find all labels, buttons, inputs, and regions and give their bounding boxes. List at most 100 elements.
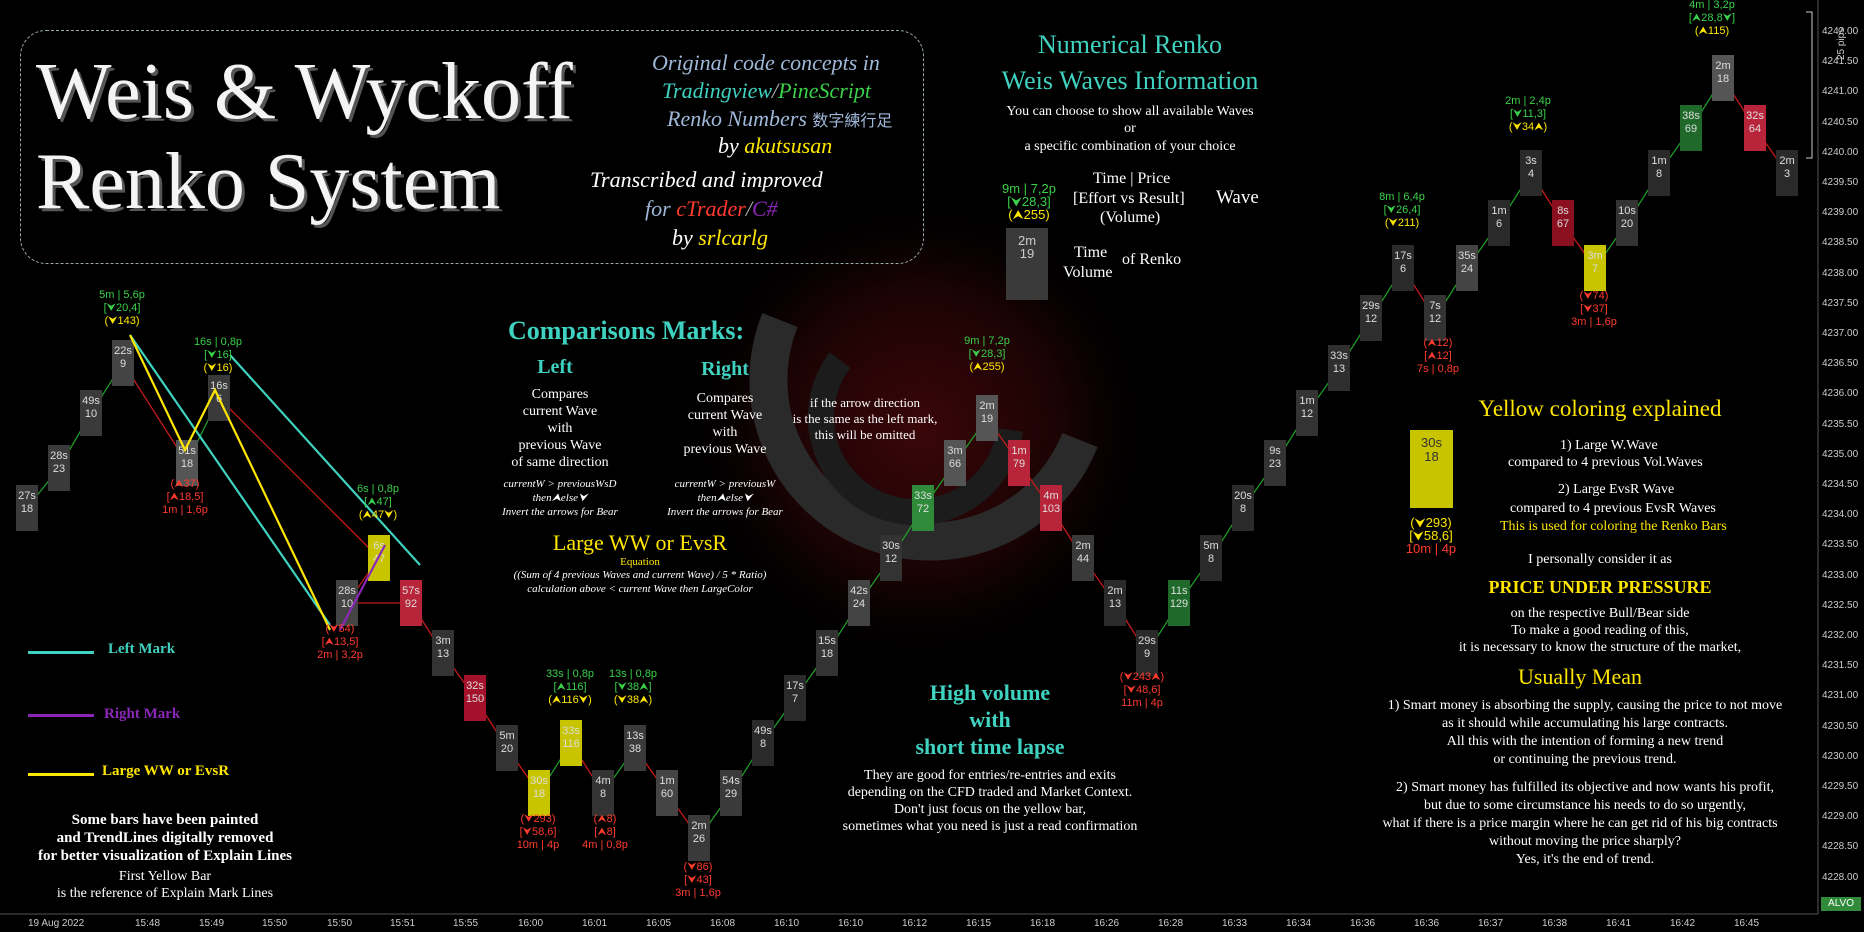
- yellow-l1b: compared to 4 previous Vol.Waves: [1508, 455, 1703, 470]
- wave-annotation: (⮟86): [684, 861, 713, 873]
- brick-time-label: 4m: [1043, 490, 1058, 502]
- price-tick: 4229.50: [1822, 781, 1859, 792]
- price-tick: 4239.50: [1822, 177, 1859, 188]
- time-tick: 16:42: [1670, 918, 1696, 929]
- credits-original: Original code concepts in: [652, 50, 880, 75]
- renko-brick: [1072, 535, 1094, 581]
- brick-volume-label: 24: [1461, 263, 1473, 275]
- comparisons-right-code-2: then⮝else⮟: [697, 492, 753, 504]
- brick-time-label: 3m: [1587, 250, 1602, 262]
- renko-brick: [656, 770, 678, 816]
- renko-brick: [976, 395, 998, 441]
- renko-brick: [1136, 630, 1158, 676]
- renko-brick: [80, 390, 102, 436]
- brick-time-label: 15s: [818, 635, 836, 647]
- time-tick: 16:45: [1734, 918, 1760, 929]
- brick-time-label: 2m: [1779, 155, 1794, 167]
- brick-time-label: 27s: [18, 490, 36, 502]
- renko-brick: [464, 675, 486, 721]
- credits-tv: Tradingview/PineScript: [662, 78, 872, 103]
- brick-volume-label: 4: [1528, 168, 1534, 180]
- comparisons-left-code-1: currentW > previousWsD: [503, 478, 617, 490]
- wave-annotation: (⮟16): [204, 362, 233, 374]
- price-tick: 4232.00: [1822, 630, 1859, 641]
- meaning-2a: 2) Smart money has fulfilled its objecti…: [1396, 780, 1774, 795]
- brick-time-label: 38s: [1682, 110, 1700, 122]
- brick-volume-label: 8: [1208, 553, 1214, 565]
- price-tick: 4242.00: [1822, 26, 1859, 37]
- high-volume-p2: depending on the CFD traded and Market C…: [847, 785, 1133, 800]
- brick-time-label: 22s: [114, 345, 132, 357]
- price-tick: 4232.50: [1822, 599, 1859, 611]
- time-tick: 15:50: [327, 918, 353, 929]
- wave-annotation: (⮝12): [1424, 337, 1453, 349]
- time-tick: 15:50: [262, 918, 288, 929]
- large-ww-heading: Large WW or EvsR: [552, 530, 728, 555]
- comparison-line: Compares: [531, 387, 589, 402]
- price-tick: 4239.00: [1822, 207, 1859, 219]
- wave-annotation: (⮝255): [969, 361, 1004, 373]
- label-volume: (Volume): [1100, 209, 1161, 226]
- yellow-b1: (⮟293): [1410, 515, 1452, 530]
- label-time-price: Time | Price: [1093, 170, 1171, 187]
- brick-volume-label: 8: [1240, 503, 1246, 515]
- wave-annotation: 13s | 0,8p: [609, 668, 657, 680]
- yellow-l1a: 1) Large W.Wave: [1560, 438, 1658, 453]
- brick-time-label: 13s: [626, 730, 644, 742]
- yellow-l2c: This is used for coloring the Renko Bars: [1500, 519, 1727, 534]
- wave-annotation: 10m | 4p: [517, 839, 560, 851]
- numerical-heading-1: Numerical Renko: [1037, 30, 1223, 59]
- wave-annotation: [⮟28,3]: [969, 348, 1006, 360]
- brick-time-label: 8s: [1557, 205, 1569, 217]
- renko-brick: [112, 340, 134, 386]
- yellow-bb1: on the respective Bull/Bear side: [1510, 606, 1690, 621]
- renko-brick: [816, 630, 838, 676]
- yellow-heading: Yellow coloring explained: [1478, 396, 1722, 421]
- numerical-sub-1: You can choose to show all available Wav…: [1006, 104, 1254, 119]
- price-tick: 4238.00: [1822, 267, 1859, 279]
- brick-time-label: 2m: [1075, 540, 1090, 552]
- time-tick: 16:28: [1158, 918, 1184, 929]
- numerical-heading-2: Weis Waves Information: [1001, 66, 1259, 95]
- legend-left-mark: Left Mark: [108, 641, 176, 657]
- brick-volume-label: 23: [1269, 458, 1281, 470]
- time-tick: 19 Aug 2022: [28, 918, 85, 929]
- wave-annotation: [⮝18,5]: [167, 491, 204, 503]
- wave-annotation: (⮟243⮝): [1120, 671, 1164, 683]
- time-tick: 15:49: [199, 918, 225, 929]
- renko-brick: [48, 445, 70, 491]
- wave-annotation: (⮝47⮟): [359, 509, 397, 521]
- time-tick: 16:33: [1222, 918, 1248, 929]
- price-tick: 4229.00: [1822, 811, 1859, 823]
- time-tick: 16:10: [838, 918, 864, 929]
- comparisons-right-code-3: Invert the arrows for Bear: [667, 506, 783, 518]
- price-tick: 4237.50: [1822, 297, 1859, 309]
- time-tick: 15:55: [453, 918, 479, 929]
- large-mark-line: [129, 334, 331, 631]
- renko-brick: [912, 485, 934, 531]
- wave-annotation: (⮟143): [104, 315, 139, 327]
- example-wave-effort: [⮟28,3]: [1007, 194, 1051, 209]
- wave-annotation: [⮟26,4]: [1384, 204, 1421, 216]
- brick-volume-label: 129: [1170, 598, 1188, 610]
- yellow-pressure: PRICE UNDER PRESSURE: [1488, 577, 1712, 597]
- comparisons-left-title: Left: [537, 356, 573, 378]
- brick-time-label: 17s: [1394, 250, 1412, 262]
- price-tick: 4230.50: [1822, 720, 1859, 732]
- brick-volume-label: 18: [181, 458, 193, 470]
- credits-renko: Renko Numbers 数字練行足: [667, 106, 893, 131]
- renko-brick: [496, 725, 518, 771]
- example-brick-time: 2m: [1017, 233, 1037, 248]
- renko-brick: [880, 535, 902, 581]
- renko-brick: [1488, 200, 1510, 246]
- price-tick: 4241.50: [1822, 56, 1859, 68]
- legend-left-mark-line: [28, 651, 94, 654]
- wave-segment: [218, 397, 380, 559]
- brick-time-label: 1m: [1011, 445, 1026, 457]
- wave-annotation: 3m | 1,6p: [675, 887, 721, 899]
- meaning-1b: as it should while accumulating his larg…: [1442, 716, 1728, 731]
- price-tick: 4231.50: [1822, 660, 1859, 672]
- right-mark-line: [339, 544, 386, 631]
